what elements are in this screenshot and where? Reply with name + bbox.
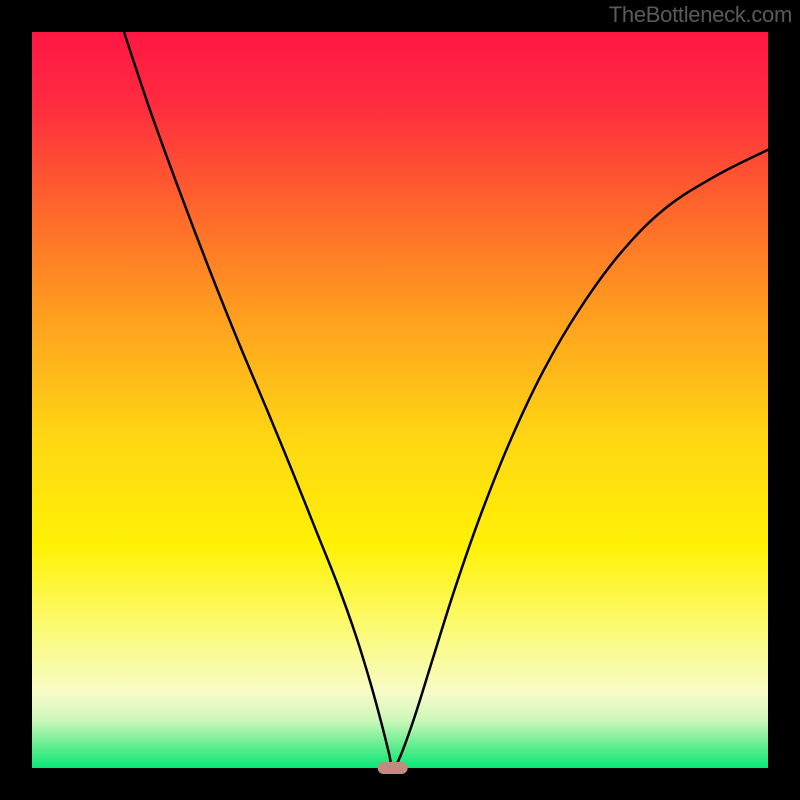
chart-svg xyxy=(0,0,800,800)
plot-area xyxy=(32,32,768,768)
watermark-text: TheBottleneck.com xyxy=(609,2,792,28)
minimum-marker xyxy=(378,762,408,774)
bottleneck-chart xyxy=(0,0,800,800)
